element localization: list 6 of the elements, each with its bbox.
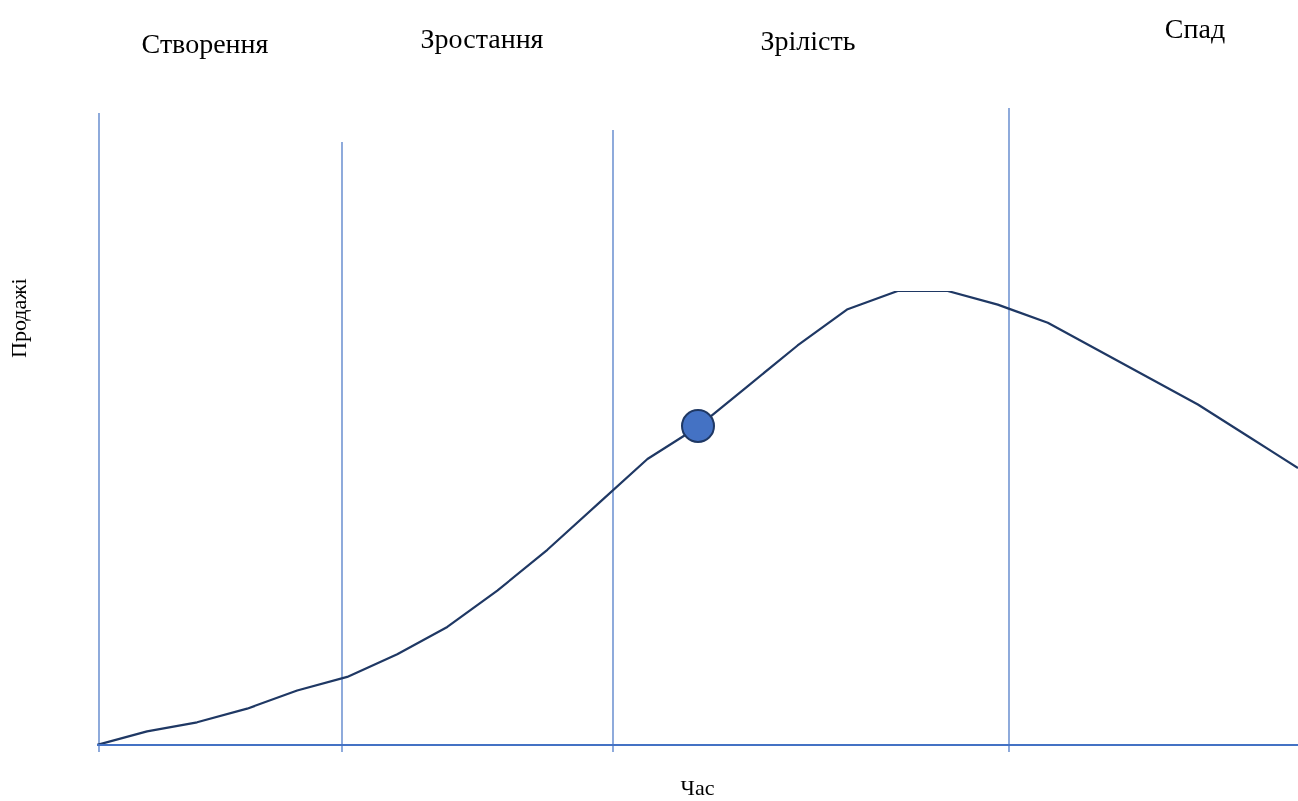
x-axis-title: Час [680,775,715,800]
text: Спад [1164,13,1226,45]
text: Створення [141,28,269,60]
text: Зростання [420,23,544,55]
y-axis-title: Продажі [5,278,31,358]
text: Зрілість [760,25,856,57]
